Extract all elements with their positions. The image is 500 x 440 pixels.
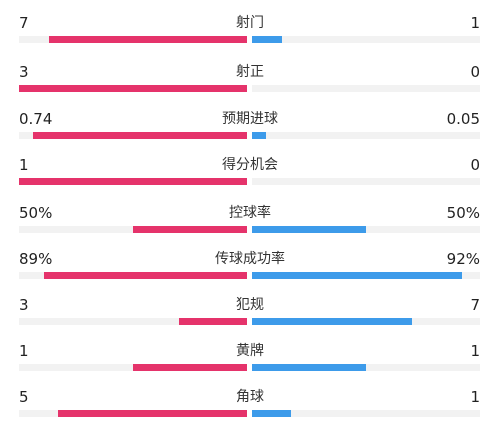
home-bar-track <box>19 178 247 185</box>
home-bar-track <box>19 410 247 417</box>
away-value: 50% <box>446 204 480 222</box>
away-bar-track <box>252 132 480 139</box>
home-value: 0.74 <box>19 110 53 128</box>
away-value: 7 <box>470 296 480 314</box>
stat-row-big-chances: 1 得分机会 0 <box>0 156 500 202</box>
home-bar <box>19 85 247 92</box>
away-bar-track <box>252 272 480 279</box>
home-bar <box>179 318 247 325</box>
away-bar <box>252 364 366 371</box>
away-value: 1 <box>470 14 480 32</box>
stat-row-pass-accuracy: 89% 传球成功率 92% <box>0 250 500 296</box>
home-bar <box>133 364 247 371</box>
stat-label: 角球 <box>236 389 264 405</box>
home-value: 50% <box>19 204 53 222</box>
stat-row-expected-goals: 0.74 预期进球 0.05 <box>0 110 500 156</box>
away-bar-track <box>252 226 480 233</box>
away-bar-track <box>252 85 480 92</box>
stat-label: 犯规 <box>236 297 264 313</box>
home-bar <box>133 226 247 233</box>
home-value: 3 <box>19 63 29 81</box>
home-bar-track <box>19 132 247 139</box>
home-bar-track <box>19 272 247 279</box>
home-bar <box>44 272 247 279</box>
away-value: 0.05 <box>446 110 480 128</box>
stat-label: 射正 <box>236 64 264 80</box>
away-value: 1 <box>470 342 480 360</box>
stat-label: 射门 <box>236 15 264 31</box>
away-bar <box>252 318 412 325</box>
stat-label: 控球率 <box>229 205 271 221</box>
away-value: 1 <box>470 388 480 406</box>
stat-row-yellow-cards: 1 黄牌 1 <box>0 342 500 388</box>
away-bar-track <box>252 178 480 185</box>
home-value: 1 <box>19 156 29 174</box>
away-bar <box>252 36 282 43</box>
stat-label: 传球成功率 <box>215 251 285 267</box>
home-value: 5 <box>19 388 29 406</box>
away-value: 0 <box>470 63 480 81</box>
stat-row-shots-on-target: 3 射正 0 <box>0 63 500 109</box>
home-bar-track <box>19 226 247 233</box>
stat-label: 黄牌 <box>236 343 264 359</box>
home-value: 89% <box>19 250 53 268</box>
home-value: 1 <box>19 342 29 360</box>
home-bar <box>19 178 247 185</box>
away-bar <box>252 272 462 279</box>
stat-row-shots: 7 射门 1 <box>0 14 500 60</box>
stat-row-corners: 5 角球 1 <box>0 388 500 434</box>
home-bar <box>58 410 247 417</box>
away-bar <box>252 226 366 233</box>
home-bar-track <box>19 85 247 92</box>
away-bar <box>252 132 266 139</box>
away-bar-track <box>252 410 480 417</box>
home-bar-track <box>19 36 247 43</box>
stat-label: 预期进球 <box>222 111 278 127</box>
stat-row-possession: 50% 控球率 50% <box>0 204 500 250</box>
home-bar <box>33 132 247 139</box>
home-value: 3 <box>19 296 29 314</box>
away-bar-track <box>252 36 480 43</box>
home-bar-track <box>19 318 247 325</box>
stat-row-fouls: 3 犯规 7 <box>0 296 500 342</box>
away-value: 0 <box>470 156 480 174</box>
away-bar <box>252 410 291 417</box>
away-bar-track <box>252 318 480 325</box>
home-value: 7 <box>19 14 29 32</box>
home-bar <box>49 36 247 43</box>
home-bar-track <box>19 364 247 371</box>
away-bar-track <box>252 364 480 371</box>
away-value: 92% <box>446 250 480 268</box>
stat-label: 得分机会 <box>222 157 278 173</box>
